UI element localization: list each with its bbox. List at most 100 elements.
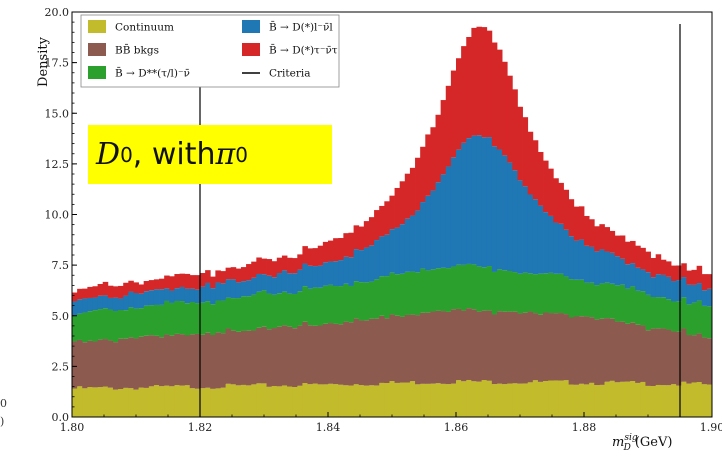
bar-dstarstar bbox=[568, 279, 575, 318]
bar-bb_bkgs bbox=[584, 316, 590, 385]
bar-norm bbox=[568, 236, 575, 280]
bar-tau bbox=[420, 146, 426, 203]
bar-bb_bkgs bbox=[215, 332, 221, 389]
bar-continuum bbox=[614, 382, 621, 417]
legend-swatch-norm bbox=[242, 20, 260, 33]
bar-tau bbox=[578, 206, 585, 240]
bar-bb_bkgs bbox=[399, 316, 406, 383]
bar-bb_bkgs bbox=[271, 328, 278, 387]
bar-bb_bkgs bbox=[466, 308, 472, 380]
bar-norm bbox=[640, 269, 646, 292]
bar-norm bbox=[384, 234, 390, 277]
bar-dstarstar bbox=[496, 269, 503, 312]
bar-norm bbox=[256, 273, 262, 292]
bar-norm bbox=[363, 247, 370, 283]
bar-continuum bbox=[578, 383, 585, 417]
bar-tau bbox=[671, 265, 677, 282]
bar-bb_bkgs bbox=[614, 321, 621, 383]
bar-continuum bbox=[379, 382, 385, 417]
bar-continuum bbox=[312, 383, 319, 417]
bar-bb_bkgs bbox=[133, 338, 139, 390]
bar-norm bbox=[676, 280, 682, 302]
bar-norm bbox=[220, 283, 226, 301]
y-tick-label: 0.0 bbox=[52, 411, 70, 424]
bar-continuum bbox=[630, 381, 636, 417]
bar-tau bbox=[210, 276, 216, 289]
bar-tau bbox=[358, 226, 365, 251]
bar-bb_bkgs bbox=[507, 311, 513, 384]
bar-dstarstar bbox=[619, 284, 626, 322]
bar-tau bbox=[107, 285, 114, 298]
bar-continuum bbox=[220, 387, 226, 417]
bar-tau bbox=[691, 269, 698, 285]
bar-bb_bkgs bbox=[650, 328, 657, 387]
bar-continuum bbox=[368, 385, 375, 417]
bar-dstarstar bbox=[584, 282, 590, 317]
bar-tau bbox=[220, 271, 226, 284]
bar-norm bbox=[138, 293, 145, 309]
bar-dstarstar bbox=[205, 301, 211, 333]
bar-continuum bbox=[553, 380, 559, 417]
bar-continuum bbox=[148, 386, 155, 417]
legend-label: B̄ → D**(τ/l)⁻ν̄ bbox=[115, 67, 190, 80]
bar-norm bbox=[563, 229, 570, 277]
bar-continuum bbox=[681, 381, 687, 417]
bar-dstarstar bbox=[281, 291, 288, 326]
bar-continuum bbox=[461, 381, 467, 417]
bar-norm bbox=[394, 227, 401, 275]
bar-bb_bkgs bbox=[118, 338, 124, 389]
bar-norm bbox=[471, 135, 477, 265]
bar-norm bbox=[374, 240, 380, 280]
bar-norm bbox=[691, 284, 698, 303]
bar-tau bbox=[261, 258, 267, 275]
bar-tau bbox=[665, 261, 672, 277]
bar-dstarstar bbox=[374, 279, 380, 319]
bar-tau bbox=[517, 106, 523, 181]
bar-continuum bbox=[266, 386, 273, 417]
bar-bb_bkgs bbox=[256, 327, 262, 384]
bar-continuum bbox=[706, 384, 713, 417]
bar-bb_bkgs bbox=[445, 311, 452, 385]
bar-dstarstar bbox=[450, 266, 457, 310]
bar-dstarstar bbox=[164, 300, 170, 335]
bar-dstarstar bbox=[246, 296, 252, 331]
bar-bb_bkgs bbox=[184, 335, 191, 386]
bar-bb_bkgs bbox=[220, 333, 226, 388]
bar-continuum bbox=[276, 386, 283, 417]
bar-continuum bbox=[563, 380, 570, 417]
bar-bb_bkgs bbox=[128, 337, 134, 389]
bar-dstarstar bbox=[604, 282, 610, 319]
bar-continuum bbox=[445, 384, 452, 417]
legend-box bbox=[80, 14, 340, 88]
bar-dstarstar bbox=[640, 291, 646, 326]
bar-bb_bkgs bbox=[635, 324, 641, 383]
bar-bb_bkgs bbox=[292, 328, 298, 388]
bar-bb_bkgs bbox=[358, 320, 365, 386]
bar-norm bbox=[517, 180, 523, 274]
bar-bb_bkgs bbox=[343, 321, 349, 386]
bar-dstarstar bbox=[384, 276, 390, 319]
bar-bb_bkgs bbox=[630, 322, 636, 382]
bar-norm bbox=[548, 215, 554, 273]
bar-bb_bkgs bbox=[123, 338, 129, 388]
x-axis-label: msig D (GeV) bbox=[612, 433, 672, 453]
bar-dstarstar bbox=[312, 287, 319, 326]
bar-dstarstar bbox=[573, 279, 580, 317]
bar-bb_bkgs bbox=[686, 335, 692, 384]
bar-norm bbox=[686, 284, 692, 305]
bar-tau bbox=[553, 178, 559, 223]
bar-norm bbox=[184, 288, 191, 304]
bar-continuum bbox=[676, 385, 682, 417]
bar-tau bbox=[251, 261, 257, 278]
bar-bb_bkgs bbox=[307, 325, 314, 385]
bar-dstarstar bbox=[251, 294, 257, 331]
x-tick-label: 1.82 bbox=[188, 421, 213, 434]
bar-tau bbox=[604, 227, 610, 252]
bar-tau bbox=[230, 267, 237, 280]
bar-norm bbox=[338, 260, 344, 287]
bar-norm bbox=[292, 273, 298, 295]
bar-norm bbox=[153, 289, 160, 305]
bar-norm bbox=[655, 274, 662, 298]
bar-continuum bbox=[624, 381, 631, 417]
bar-norm bbox=[343, 256, 349, 284]
